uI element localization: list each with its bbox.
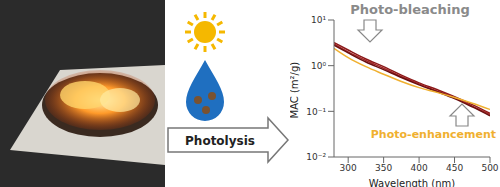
svg-text:10¹: 10¹ [311,15,326,25]
svg-text:Wavelength (nm): Wavelength (nm) [369,178,455,187]
svg-text:500: 500 [481,163,492,173]
svg-text:10⁻²: 10⁻² [306,152,326,162]
svg-text:450: 450 [446,163,463,173]
svg-text:300: 300 [340,163,357,173]
svg-text:Photolysis: Photolysis [185,134,255,148]
svg-text:350: 350 [375,163,392,173]
svg-text:10⁻¹: 10⁻¹ [306,107,326,117]
html-text:Photo-enhancement: Photo-enhancement [370,128,496,141]
svg-text:400: 400 [410,163,427,173]
svg-text:MAC (m²/g): MAC (m²/g) [290,62,300,119]
html-text:Photo-bleaching: Photo-bleaching [350,2,470,17]
svg-text:10⁰: 10⁰ [311,61,326,71]
